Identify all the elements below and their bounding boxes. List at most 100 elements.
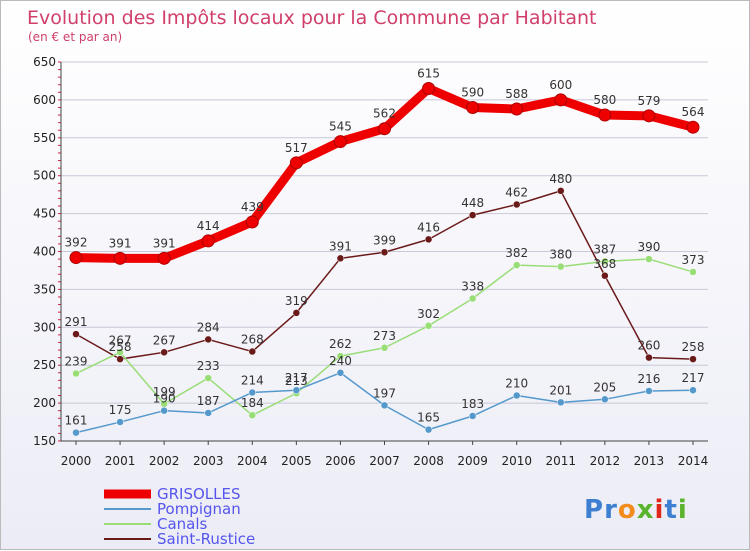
data-label-canals: 239 (65, 355, 88, 369)
data-point-grisolles (510, 102, 524, 116)
data-label-pompignan: 217 (682, 371, 705, 385)
data-label-saint-rustice: 260 (637, 339, 660, 353)
data-point-grisolles (289, 156, 303, 170)
data-point-saint-rustice (645, 353, 653, 362)
data-point-pompignan (380, 401, 389, 410)
data-label-canals: 273 (373, 329, 396, 343)
data-point-saint-rustice (557, 187, 565, 195)
x-tick-label: 2010 (501, 454, 532, 468)
data-label-saint-rustice: 368 (593, 257, 616, 271)
data-point-saint-rustice (72, 330, 80, 338)
data-label-grisolles: 439 (241, 200, 264, 214)
data-point-saint-rustice (336, 254, 345, 263)
data-label-canals: 382 (505, 246, 528, 260)
y-tick-label: 500 (33, 169, 56, 183)
data-label-canals: 390 (637, 240, 660, 254)
x-tick-label: 2006 (325, 454, 356, 468)
data-label-grisolles: 615 (417, 67, 440, 81)
data-point-grisolles (245, 215, 259, 229)
data-point-saint-rustice (424, 235, 433, 244)
data-point-canals (424, 322, 433, 330)
data-point-pompignan (424, 425, 433, 434)
data-point-grisolles (333, 135, 347, 149)
x-tick-label: 2014 (678, 454, 709, 468)
data-point-canals (689, 268, 697, 276)
data-label-canals: 213 (285, 374, 308, 388)
data-label-pompignan: 214 (241, 373, 264, 387)
data-point-canals (512, 261, 521, 269)
data-label-pompignan: 216 (637, 372, 660, 386)
data-point-saint-rustice (468, 211, 477, 219)
data-label-pompignan: 240 (329, 354, 352, 368)
chart-subtitle: (en € et par an) (28, 30, 122, 44)
data-label-canals: 267 (109, 333, 132, 347)
data-label-saint-rustice: 267 (153, 333, 176, 347)
chart-title: Evolution des Impôts locaux pour la Comm… (27, 7, 597, 29)
data-point-grisolles (422, 82, 436, 96)
x-tick-label: 2011 (546, 454, 577, 468)
data-label-canals: 373 (682, 253, 705, 267)
data-point-pompignan (160, 406, 168, 415)
data-point-pompignan (292, 386, 301, 394)
data-label-canals: 233 (197, 359, 220, 373)
data-point-canals (336, 352, 345, 360)
legend-label: GRISOLLES (157, 485, 241, 503)
data-label-pompignan: 183 (461, 397, 484, 411)
data-point-grisolles (642, 109, 656, 123)
y-tick-label: 550 (33, 131, 56, 145)
data-label-saint-rustice: 291 (65, 315, 88, 329)
data-label-canals: 380 (549, 248, 572, 262)
data-point-saint-rustice (512, 200, 521, 209)
data-label-canals: 199 (153, 385, 176, 399)
data-point-saint-rustice (292, 309, 301, 317)
x-tick-label: 2004 (237, 454, 268, 468)
data-label-pompignan: 205 (593, 380, 616, 394)
data-point-pompignan (512, 391, 521, 400)
axes: 150 200 250 300 350 400 450 500 550 600 650 2000 200… (33, 55, 708, 468)
data-point-canals (468, 294, 477, 303)
x-tick-label: 2009 (457, 454, 488, 468)
data-label-grisolles: 588 (505, 87, 528, 101)
data-point-saint-rustice (601, 272, 609, 280)
data-point-grisolles (554, 93, 568, 107)
data-label-saint-rustice: 284 (197, 320, 220, 334)
data-point-grisolles (378, 122, 391, 136)
data-label-saint-rustice: 258 (682, 340, 705, 354)
y-tick-label: 600 (33, 93, 56, 107)
logo-letter: r (604, 495, 618, 525)
data-point-grisolles (201, 234, 215, 248)
data-point-saint-rustice (116, 355, 124, 363)
data-point-canals (204, 374, 212, 382)
y-tick-label: 350 (33, 282, 56, 296)
x-tick-label: 2005 (281, 454, 312, 468)
data-label-grisolles: 391 (109, 236, 132, 250)
data-point-pompignan (645, 387, 653, 395)
data-label-pompignan: 197 (373, 386, 396, 400)
data-point-saint-rustice (204, 335, 212, 344)
data-label-pompignan: 210 (505, 377, 528, 391)
data-point-pompignan (116, 418, 124, 426)
data-label-pompignan: 175 (109, 403, 132, 417)
x-tick-label: 2008 (413, 454, 444, 468)
series-group (69, 82, 700, 437)
data-point-grisolles (686, 120, 700, 134)
data-point-pompignan (204, 409, 212, 417)
data-point-saint-rustice (248, 347, 257, 356)
x-tick-label: 2000 (61, 454, 92, 468)
legend-label: Canals (157, 515, 208, 533)
data-label-pompignan: 201 (549, 383, 572, 397)
y-tick-label: 200 (33, 396, 56, 410)
logo-letter: t (664, 495, 677, 525)
data-label-canals: 387 (593, 242, 616, 256)
data-point-pompignan (72, 428, 80, 437)
logo-letter: x (637, 495, 655, 525)
data-label-pompignan: 187 (197, 394, 220, 408)
logo-letter: i (678, 495, 688, 525)
data-point-saint-rustice (689, 355, 697, 363)
data-label-saint-rustice: 416 (417, 220, 440, 234)
data-label-grisolles: 564 (682, 105, 705, 119)
data-point-pompignan (248, 388, 257, 397)
